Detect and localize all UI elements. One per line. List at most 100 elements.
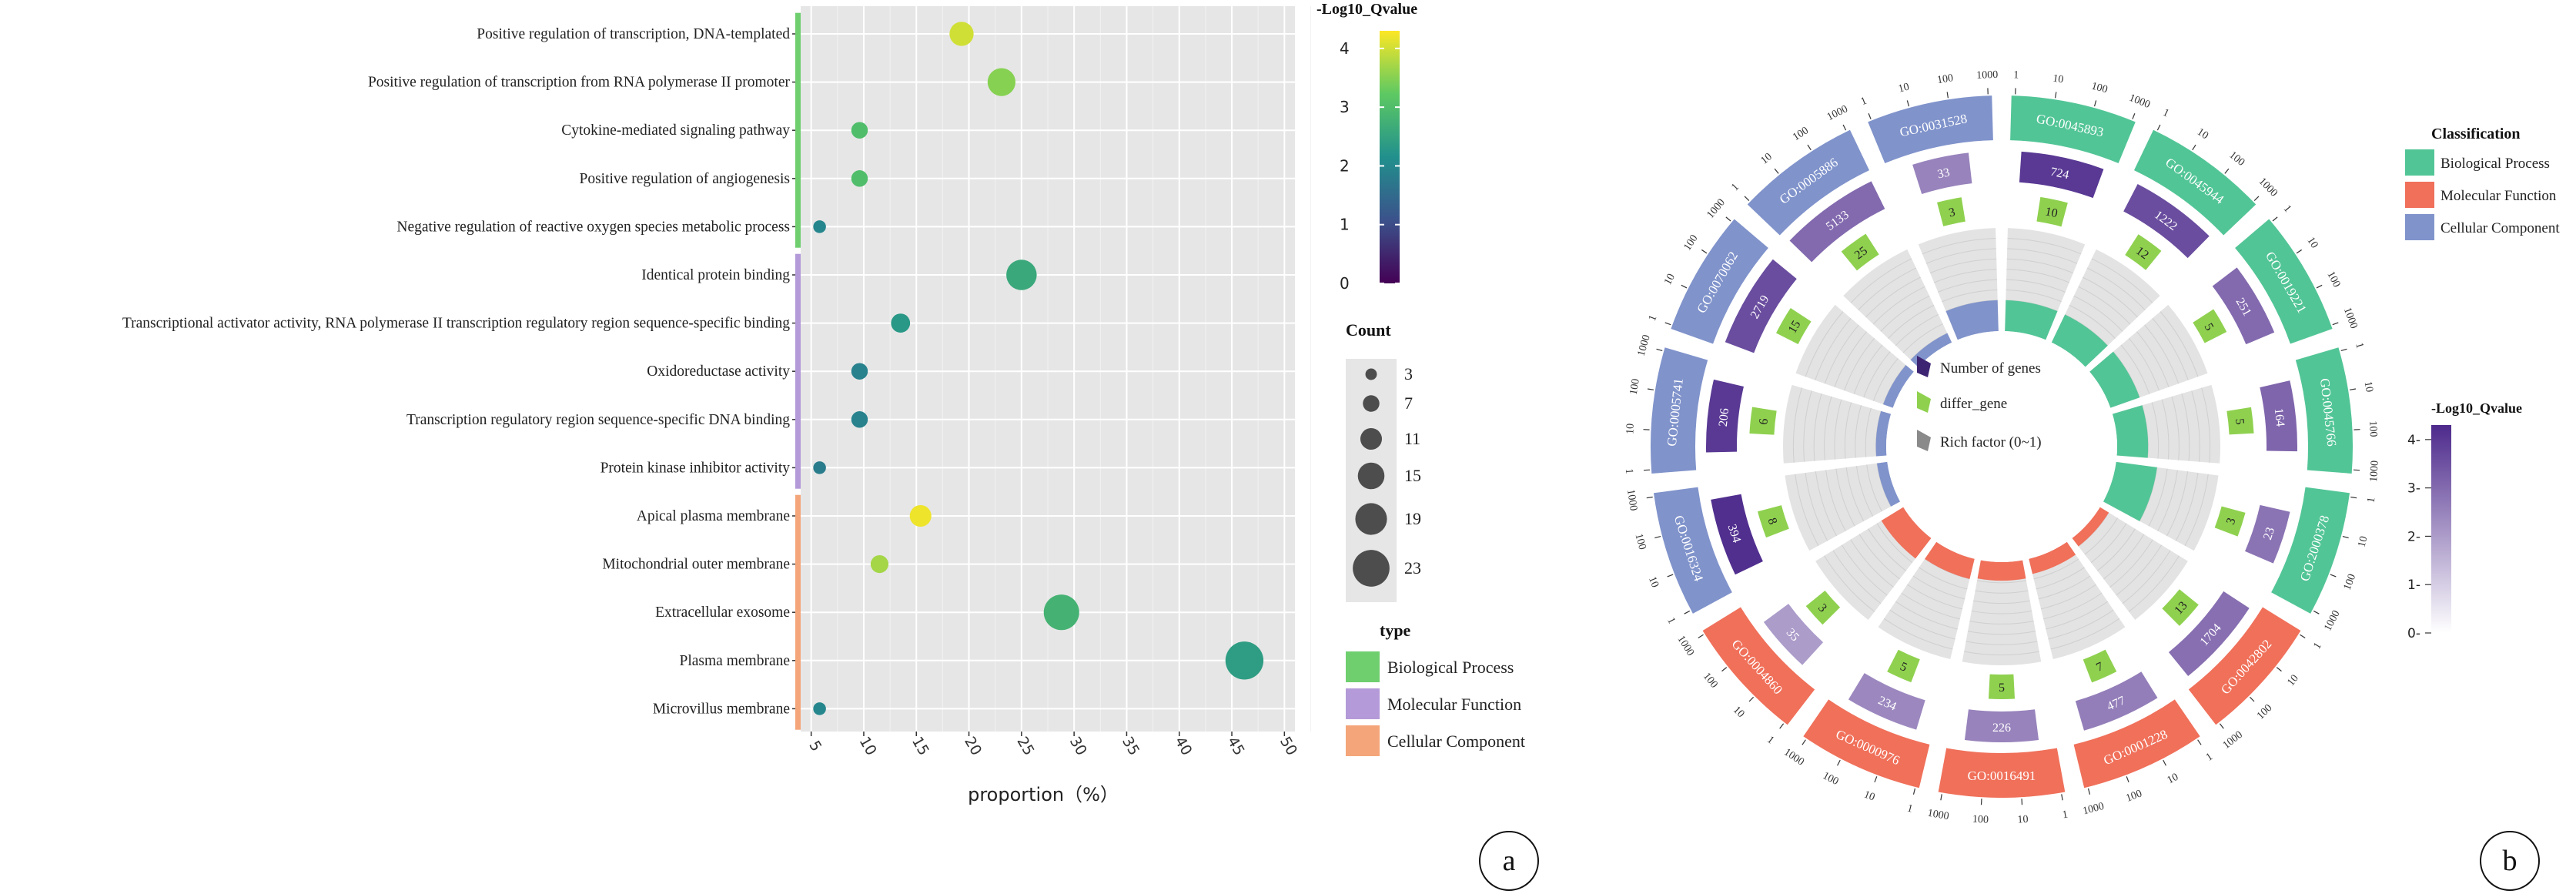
rich-factor-gridline	[2175, 472, 2199, 541]
rich-factor-gridline	[1853, 344, 1883, 394]
data-point	[851, 411, 868, 428]
number-of-genes-label: 23	[2261, 526, 2277, 541]
rich-factor-gridline	[2086, 267, 2146, 310]
term-label: Extracellular exosome	[655, 604, 790, 621]
data-point	[851, 170, 868, 187]
data-point	[813, 461, 826, 474]
ring-scale-label: 100	[2255, 702, 2274, 722]
colorbar-ticks: 0 1 2 3 4	[1340, 39, 1400, 293]
rich-factor-sector	[2072, 507, 2188, 621]
ring-scale-label: 10	[2304, 235, 2320, 250]
x-tick-label: 25	[1013, 734, 1037, 758]
panel-a-dot-plot: Positive regulation of transcription, DN…	[122, 1, 1525, 805]
ring-scale-tick	[1744, 196, 1750, 201]
rich-factor-sector	[1843, 249, 1952, 367]
classification-legend-label: Molecular Function	[2441, 188, 2557, 204]
rich-factor-gridline	[2078, 286, 2131, 325]
colorbar-gradient	[1380, 31, 1400, 283]
ring-scale-tick	[1681, 284, 1688, 289]
differ-gene-bar	[1841, 233, 1879, 271]
term-class-segment	[2271, 487, 2350, 614]
number-of-genes-bar	[1706, 379, 1744, 453]
rich-factor-gridline	[2050, 618, 2120, 650]
data-point	[1006, 259, 1037, 290]
rich-factor-gridline	[2128, 555, 2180, 612]
term-class-segment	[1671, 219, 1768, 344]
ring-scale-tick	[2197, 739, 2202, 745]
ring-scale-label: 1000	[1624, 489, 1639, 512]
rich-factor-gridline	[2120, 344, 2150, 394]
term-label: Oxidoreductase activity	[647, 363, 790, 380]
type-side-bands	[795, 12, 801, 730]
rich-factor-gridline	[2181, 393, 2190, 461]
colorbar-tick-label: 4	[1340, 39, 1350, 58]
rich-factor-gridline	[2006, 269, 2069, 283]
rich-factor-gridline	[1967, 631, 2036, 635]
ring-scale-label: 10	[2195, 126, 2210, 142]
ring-scale-label: 1000	[2127, 92, 2152, 111]
differ-gene-bar	[1749, 407, 1777, 435]
type-legend-label: Biological Process	[1387, 658, 1514, 677]
term-class-segment	[2133, 129, 2257, 236]
rich-factor-gridline	[1850, 258, 1912, 303]
rich-factor-bar	[2112, 405, 2149, 458]
term-class-segment	[2073, 699, 2200, 789]
data-point	[851, 122, 868, 139]
differ-gene-legend-label: differ_gene	[1940, 396, 2007, 412]
ring-scale-label: 10	[2285, 673, 2300, 688]
differ-gene-bar	[2214, 506, 2246, 537]
ring-scale-tick	[1802, 739, 1806, 745]
classification-legend-swatch	[2405, 182, 2434, 208]
rich-factor-gridline	[1855, 405, 1862, 458]
data-point	[1225, 641, 1264, 680]
rich-factor-legend-label: Rich factor (0~1)	[1940, 434, 2042, 450]
data-point	[1043, 594, 1079, 631]
differ-gene-bar	[1805, 590, 1841, 625]
ring-scale-tick	[2272, 216, 2278, 222]
differ-gene-bar	[1887, 649, 1920, 683]
rich-factor-gridline	[1975, 590, 2029, 594]
x-axis-title: proportion（%）	[968, 784, 1119, 805]
rich-factor-gridline	[2201, 387, 2211, 463]
ring-scale-label: 1	[1765, 734, 1776, 746]
rich-factor-gridline	[1832, 550, 1882, 604]
rich-factor-gridline	[1971, 610, 2032, 614]
data-point	[870, 555, 889, 574]
rich-factor-gridline	[1865, 407, 1872, 457]
ring-scale-tick	[2126, 776, 2129, 783]
rich-factor-gridline	[1919, 567, 1968, 590]
rich-factor-bar	[2103, 461, 2157, 521]
ring-scale-tick	[1684, 610, 1691, 614]
data-point	[813, 220, 826, 233]
number-of-genes-bar	[1725, 259, 1797, 353]
count-legend-label: 3	[1404, 364, 1413, 383]
differ-gene-bar	[2083, 649, 2117, 683]
qvalue-legend-gradient	[2431, 425, 2451, 633]
rich-factor-gridline	[2116, 544, 2163, 596]
term-class-segment	[1702, 607, 1815, 725]
type-legend-title: type	[1380, 621, 1411, 640]
ring-scale-label: 100	[1628, 378, 1642, 396]
term-class-segment	[1654, 487, 1732, 614]
rich-factor-gridline	[1907, 584, 1963, 610]
rich-factor-gridline	[1844, 402, 1852, 459]
differ-gene-label: 3	[1948, 206, 1956, 219]
qvalue-legend-tick-label: 2-	[2407, 529, 2420, 544]
ring-scale-tick	[1748, 696, 1755, 702]
differ-gene-legend-icon	[1917, 391, 1931, 413]
ring-scale-label: 10	[2362, 380, 2375, 393]
ring-scale-tick	[1656, 348, 1663, 352]
ring-scale-label: 10	[1862, 789, 1876, 804]
term-label: Plasma membrane	[680, 653, 791, 669]
ring-scale-label: 1	[1859, 95, 1868, 109]
number-of-genes-bar	[2245, 504, 2290, 564]
ring-scale-label: 100	[1791, 125, 1811, 143]
rich-factor-gridline	[1895, 314, 1939, 347]
ring-scale-label: 10	[1758, 151, 1774, 166]
rich-factor-bar	[2072, 507, 2109, 547]
rich-factor-gridline	[2184, 474, 2209, 546]
rich-factor-gridline	[1825, 470, 1846, 531]
rich-factor-sector	[1962, 560, 2042, 665]
count-legend-label: 11	[1404, 429, 1420, 448]
rich-factor-gridline	[1889, 609, 1955, 640]
